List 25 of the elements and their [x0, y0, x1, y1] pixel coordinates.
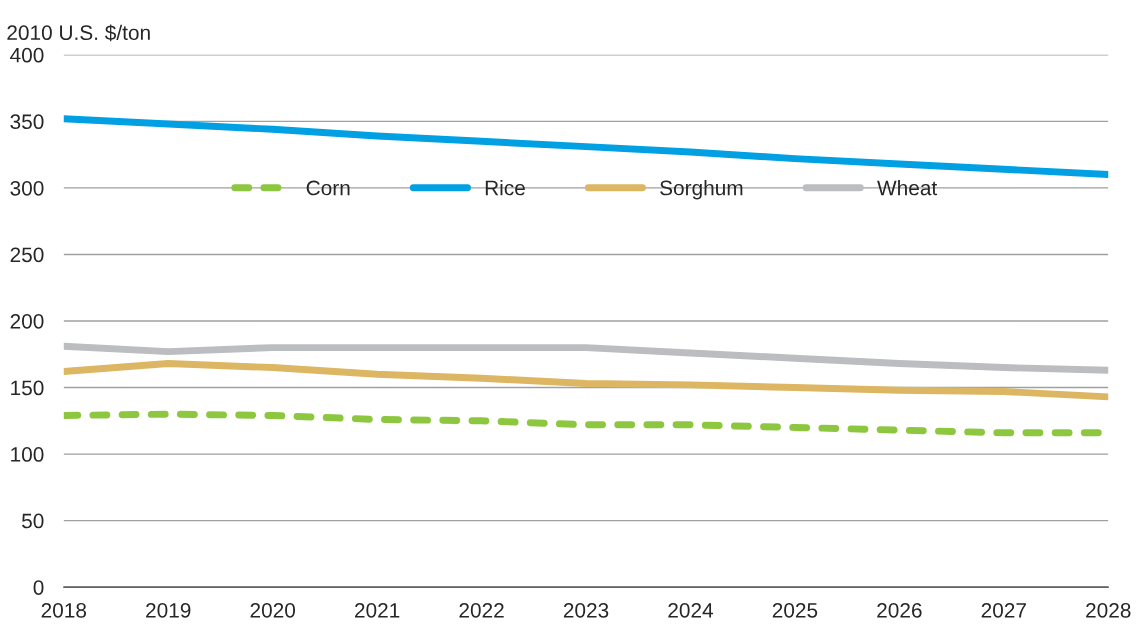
y-tick-label: 100 [11, 447, 44, 462]
legend-label: Sorghum [660, 180, 743, 200]
legend-label: Corn [306, 180, 350, 196]
y-tick-label: 250 [10, 247, 44, 263]
y-tick-label: 0 [33, 580, 44, 595]
x-tick-label: 2021 [355, 602, 400, 618]
x-tick-label: 2023 [563, 602, 609, 618]
legend-label: Rice [485, 180, 525, 196]
x-tick-label: 2022 [459, 602, 504, 618]
x-tick-label: 2018 [41, 602, 87, 618]
y-tick-label: 300 [10, 180, 44, 196]
y-tick-label: 200 [10, 313, 44, 329]
y-tick-label: 350 [10, 114, 44, 130]
x-tick-label: 2024 [668, 602, 714, 618]
y-tick-label: 400 [10, 47, 44, 63]
y-tick-label: 50 [22, 513, 44, 529]
x-tick-label: 2025 [772, 602, 818, 618]
x-tick-label: 2026 [877, 602, 922, 618]
y-axis-title: 2010 U.S. $/ton [7, 24, 150, 42]
legend-label: Wheat [877, 180, 938, 196]
y-tick-label: 150 [11, 380, 44, 396]
x-tick-label: 2020 [250, 602, 296, 618]
x-tick-label: 2028 [1086, 602, 1131, 618]
x-tick-label: 2027 [981, 602, 1026, 618]
x-tick-label: 2019 [146, 602, 191, 618]
